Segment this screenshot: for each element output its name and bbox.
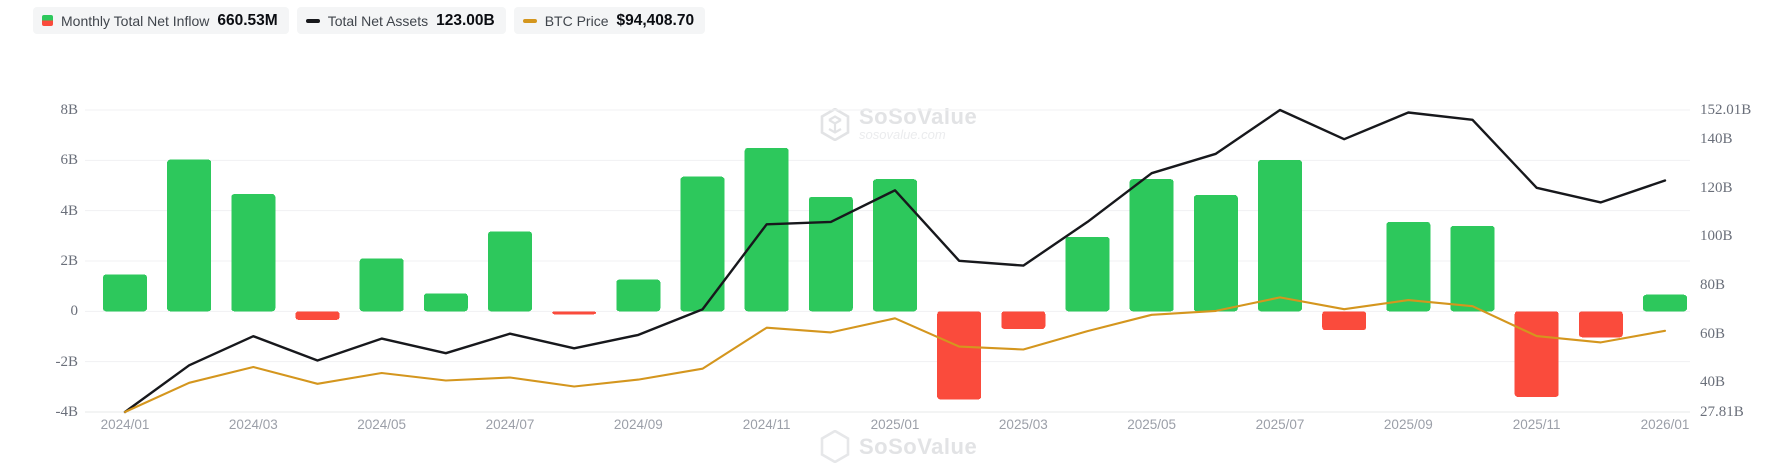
total-net-assets-line[interactable]: [123, 108, 1667, 414]
net-inflow-value: 660.53M: [217, 11, 278, 29]
left-axis-tick: 0: [70, 303, 79, 320]
bar-2024/09[interactable]: [616, 279, 661, 312]
bar-2025/10[interactable]: [1450, 225, 1495, 312]
bar-2024/01[interactable]: [103, 274, 147, 312]
bar-2025/07[interactable]: [1258, 160, 1302, 312]
legend-item-total-net-assets[interactable]: Total Net Assets 123.00B: [296, 7, 506, 34]
x-axis-tick: 2025/07: [1255, 417, 1305, 432]
bar-2024/03[interactable]: [231, 194, 276, 312]
right-axis-tick: 27.81B: [1700, 404, 1744, 420]
x-axis-tick: 2024/05: [357, 417, 407, 432]
bar-2025/04[interactable]: [1065, 236, 1110, 312]
left-axis-tick: -4B: [55, 404, 79, 420]
x-axis-tick: 2024/07: [485, 417, 535, 432]
right-axis-tick: 40B: [1700, 374, 1726, 391]
legend-item-btc-price[interactable]: BTC Price $94,408.70: [513, 7, 706, 34]
x-axis-tick: 2024/09: [613, 417, 663, 432]
bar-2025/02[interactable]: [937, 311, 982, 400]
right-axis-tick: 100B: [1700, 228, 1733, 245]
right-axis-tick: 140B: [1700, 131, 1733, 148]
bar-2025/12[interactable]: [1578, 311, 1623, 338]
x-axis-tick: 2025/09: [1383, 417, 1433, 432]
legend-item-monthly-net-inflow[interactable]: Monthly Total Net Inflow 660.53M: [33, 7, 289, 34]
net-assets-dash-icon: [305, 18, 320, 23]
right-axis-tick: 152.01B: [1700, 102, 1752, 118]
bar-2025/11[interactable]: [1514, 311, 1559, 397]
left-axis-tick: -2B: [55, 353, 79, 370]
bar-2024/10[interactable]: [680, 176, 725, 312]
x-axis-tick: 2026/01: [1640, 417, 1690, 432]
x-axis-tick: 2024/03: [228, 417, 278, 432]
bar-2024/08[interactable]: [552, 311, 597, 315]
bar-2025/06[interactable]: [1193, 195, 1238, 312]
x-axis-tick: 2025/03: [998, 417, 1048, 432]
bar-2024/12[interactable]: [808, 196, 853, 312]
legend: Monthly Total Net Inflow 660.53M Total N…: [33, 7, 706, 34]
left-axis-tick: 2B: [60, 253, 78, 269]
net-assets-value: 123.00B: [436, 11, 495, 29]
plot-area[interactable]: [0, 0, 1773, 441]
bar-2024/04[interactable]: [295, 311, 340, 320]
bar-2024/05[interactable]: [359, 258, 404, 312]
x-axis-tick: 2025/05: [1127, 417, 1177, 432]
right-axis-tick: 80B: [1700, 277, 1726, 294]
bar-2026/01[interactable]: [1643, 294, 1687, 312]
btc-price-dash-icon: [522, 18, 537, 23]
left-axis-tick: 8B: [60, 102, 78, 118]
left-axis-tick: 6B: [60, 152, 78, 169]
btc-price-value: $94,408.70: [616, 11, 695, 29]
legend-label: Total Net Assets: [327, 12, 429, 29]
bar-2024/11[interactable]: [744, 148, 789, 312]
bar-2025/01[interactable]: [873, 179, 917, 312]
right-axis-tick: 120B: [1700, 179, 1733, 196]
bar-2025/09[interactable]: [1386, 221, 1431, 312]
bar-2025/08[interactable]: [1322, 311, 1367, 331]
net-inflow-split-square-icon: [42, 15, 53, 26]
x-axis-tick: 2024/01: [100, 417, 150, 432]
btc-price-line[interactable]: [123, 296, 1667, 414]
left-axis-tick: 4B: [60, 202, 78, 219]
bar-2025/03[interactable]: [1001, 311, 1046, 329]
bar-2024/07[interactable]: [488, 231, 532, 312]
legend-label: BTC Price: [544, 12, 609, 29]
x-axis-tick: 2025/01: [870, 417, 920, 432]
bar-2024/02[interactable]: [167, 159, 212, 312]
bar-2024/06[interactable]: [423, 293, 468, 312]
legend-label: Monthly Total Net Inflow: [61, 12, 210, 29]
x-axis-tick: 2024/11: [742, 417, 791, 432]
x-axis-tick: 2025/11: [1512, 417, 1561, 432]
bar-2025/05[interactable]: [1129, 179, 1174, 312]
right-axis-tick: 60B: [1700, 325, 1726, 342]
